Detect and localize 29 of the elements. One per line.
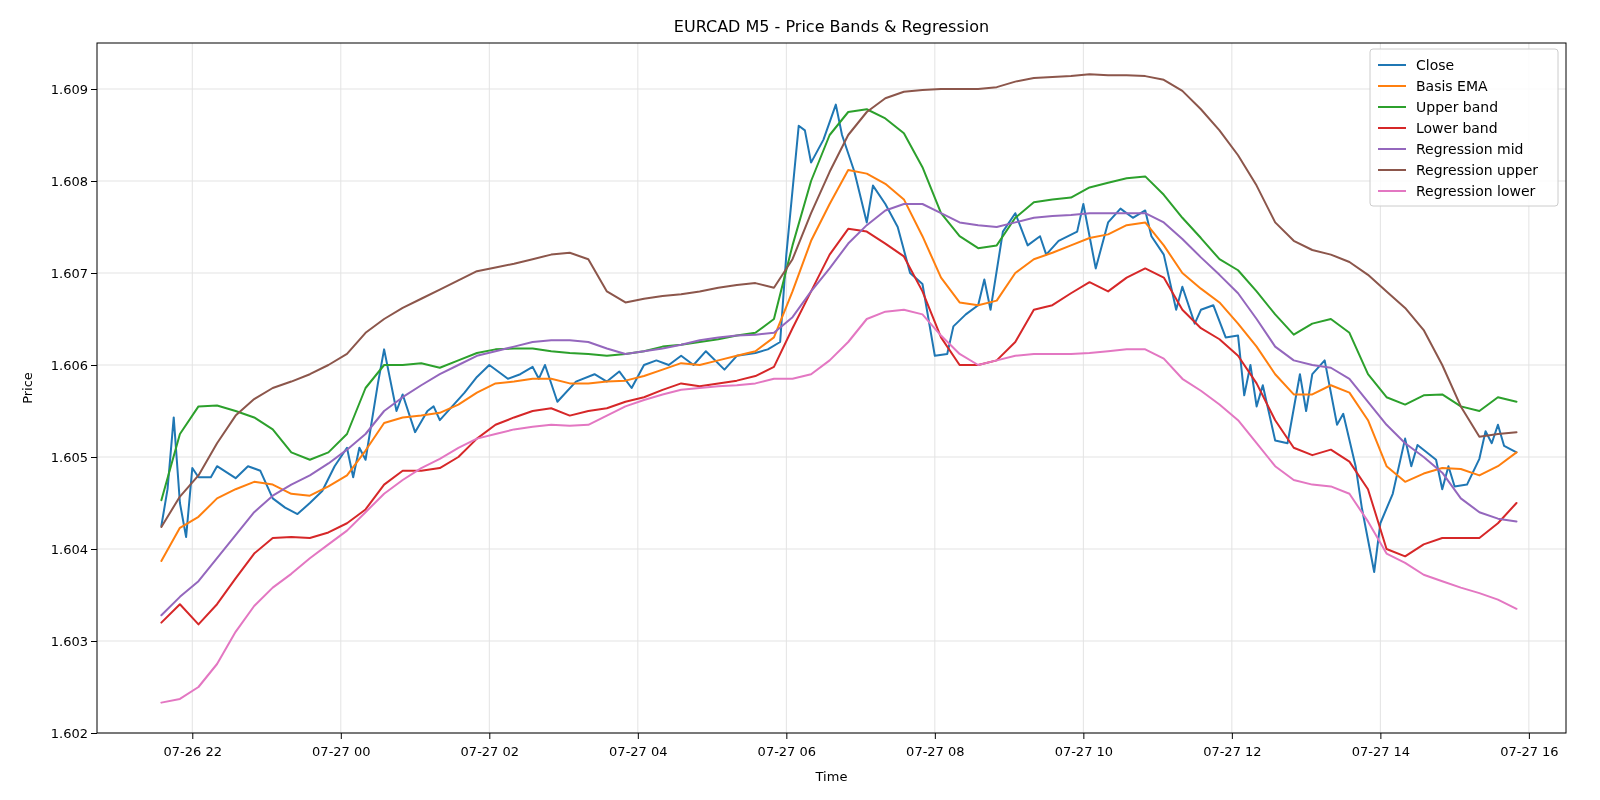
legend-label: Basis EMA <box>1416 78 1489 94</box>
line-series <box>160 308 1518 704</box>
y-tick-label: 1.603 <box>50 633 88 649</box>
x-tick-label: 07-27 06 <box>757 744 817 760</box>
legend-label: Regression mid <box>1416 141 1524 157</box>
legend-label: Lower band <box>1416 120 1498 136</box>
y-tick-label: 1.607 <box>50 265 88 281</box>
x-tick-label: 07-27 04 <box>609 744 668 760</box>
x-tick-label: 07-27 00 <box>312 744 371 760</box>
y-tick-label: 1.605 <box>50 449 88 465</box>
y-tick-label: 1.602 <box>50 725 88 741</box>
y-tick-label: 1.606 <box>50 357 88 373</box>
legend-label: Upper band <box>1416 99 1499 115</box>
x-tick-label: 07-27 12 <box>1203 744 1262 760</box>
y-tick-label: 1.604 <box>50 541 88 557</box>
x-tick-label: 07-27 16 <box>1500 744 1559 760</box>
y-axis-title: Price <box>20 372 35 404</box>
y-tick-label: 1.608 <box>50 173 88 189</box>
x-tick-label: 07-27 02 <box>460 744 520 760</box>
x-tick-label: 07-27 14 <box>1351 744 1411 760</box>
y-tick-label: 1.609 <box>50 81 88 97</box>
x-tick-label: 07-27 10 <box>1054 744 1114 760</box>
x-tick-label: 07-26 22 <box>163 744 223 760</box>
x-tick-label: 07-27 08 <box>906 744 965 760</box>
legend-label: Regression lower <box>1416 183 1536 199</box>
x-axis-title: Time <box>814 769 848 784</box>
legend-label: Close <box>1416 57 1455 73</box>
legend-label: Regression upper <box>1416 162 1539 178</box>
chart-title: EURCAD M5 - Price Bands & Regression <box>673 17 990 36</box>
